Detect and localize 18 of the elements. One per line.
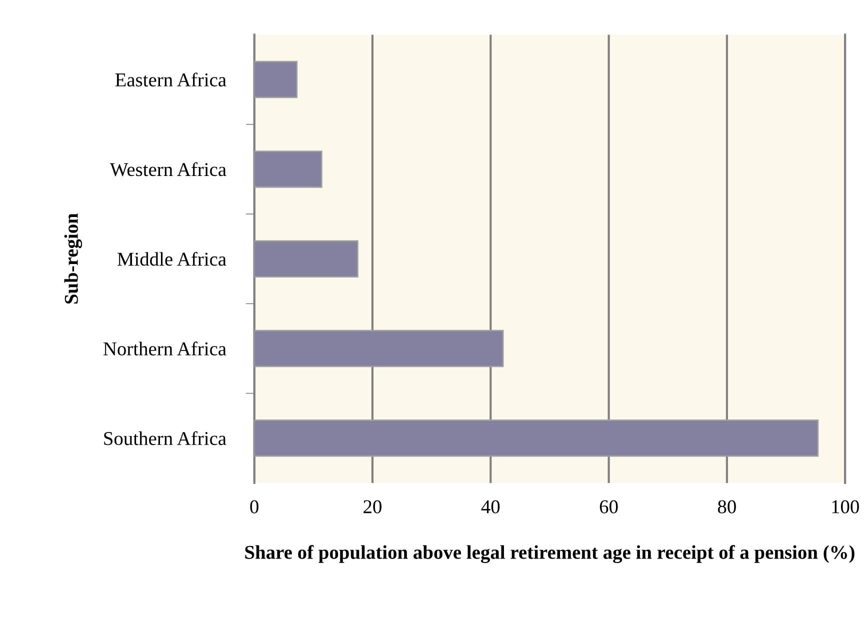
y-tick-label: Middle Africa xyxy=(117,252,226,266)
x-tick-label: 60 xyxy=(600,500,618,514)
bar xyxy=(254,150,322,188)
x-tick-label: 40 xyxy=(481,500,500,514)
y-tick-label: Southern Africa xyxy=(104,431,226,446)
y-tick-label: Northern Africa xyxy=(103,342,226,356)
x-tick-label: 20 xyxy=(364,500,382,514)
y-tick-label: Western Africa xyxy=(110,162,226,176)
x-tick-label: 0 xyxy=(250,500,258,514)
y-tick-label: Eastern Africa xyxy=(115,72,226,86)
x-tick-label: 80 xyxy=(718,500,736,514)
bar xyxy=(254,60,298,98)
bar xyxy=(254,330,504,368)
x-axis-title: Share of population above legal retirement age in receipt of a pension (%) xyxy=(245,545,854,564)
bar xyxy=(254,240,358,278)
x-tick-label: 100 xyxy=(832,500,859,514)
y-axis-title: Sub-region xyxy=(64,213,82,304)
bar xyxy=(254,420,819,457)
